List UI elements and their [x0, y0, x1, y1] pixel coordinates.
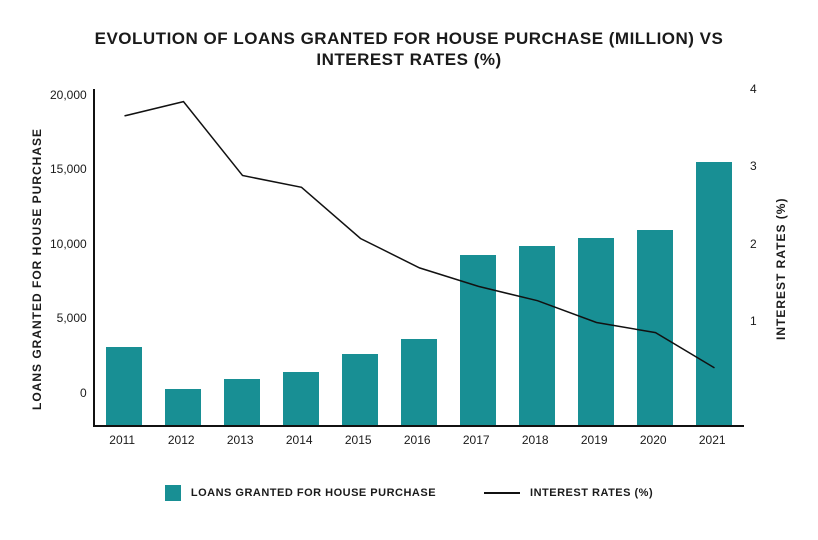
bar	[283, 372, 320, 424]
y-left-tick: 15,000	[50, 163, 87, 175]
y-left-tick: 20,000	[50, 89, 87, 101]
x-tick: 2018	[522, 433, 549, 447]
plot-area	[95, 89, 744, 425]
y-left-ticks: 20,000 15,000 10,000 5,000 0	[46, 89, 93, 399]
y-right-tick: 3	[750, 160, 757, 172]
bar	[401, 339, 438, 425]
y-right-tick: 1	[750, 315, 757, 327]
legend-line-label: INTEREST RATES (%)	[530, 487, 653, 499]
legend-bars-label: LOANS GRANTED FOR HOUSE PURCHASE	[191, 487, 436, 499]
x-tick: 2011	[109, 433, 135, 447]
x-tick: 2019	[581, 433, 608, 447]
x-tick: 2015	[345, 433, 372, 447]
bar	[165, 389, 202, 424]
bar	[578, 238, 615, 424]
y-right-axis-label: INTEREST RATES (%)	[772, 89, 790, 449]
y-left-tick: 5,000	[50, 312, 87, 324]
bar	[342, 354, 379, 425]
chart-area: LOANS GRANTED FOR HOUSE PURCHASE 20,000 1…	[28, 89, 790, 449]
legend-bars: LOANS GRANTED FOR HOUSE PURCHASE	[165, 485, 436, 501]
x-axis-ticks: 2011 2012 2013 2014 2015 2016 2017 2018 2019 2020…	[93, 433, 744, 449]
bar	[637, 230, 674, 425]
chart-title: EVOLUTION OF LOANS GRANTED FOR HOUSE PUR…	[89, 28, 729, 71]
x-tick: 2014	[286, 433, 313, 447]
bars-swatch-icon	[165, 485, 181, 501]
x-tick: 2013	[227, 433, 254, 447]
x-tick: 2012	[168, 433, 195, 447]
bar	[224, 379, 261, 424]
y-left-tick: 0	[50, 387, 87, 399]
x-tick: 2021	[699, 433, 726, 447]
bar	[519, 246, 556, 424]
x-tick: 2016	[404, 433, 431, 447]
y-left-tick: 10,000	[50, 238, 87, 250]
legend-line: INTEREST RATES (%)	[484, 487, 653, 499]
x-tick: 2017	[463, 433, 490, 447]
plot-box	[93, 89, 744, 427]
y-left-axis-label: LOANS GRANTED FOR HOUSE PURCHASE	[28, 89, 46, 449]
y-right-tick: 2	[750, 238, 757, 250]
legend: LOANS GRANTED FOR HOUSE PURCHASE INTERES…	[28, 485, 790, 501]
bar	[696, 162, 733, 424]
line-swatch-icon	[484, 492, 520, 494]
bar	[106, 347, 143, 424]
y-right-ticks: 1234	[744, 89, 772, 399]
x-tick: 2020	[640, 433, 667, 447]
y-right-tick: 4	[750, 83, 757, 95]
bar	[460, 255, 497, 425]
